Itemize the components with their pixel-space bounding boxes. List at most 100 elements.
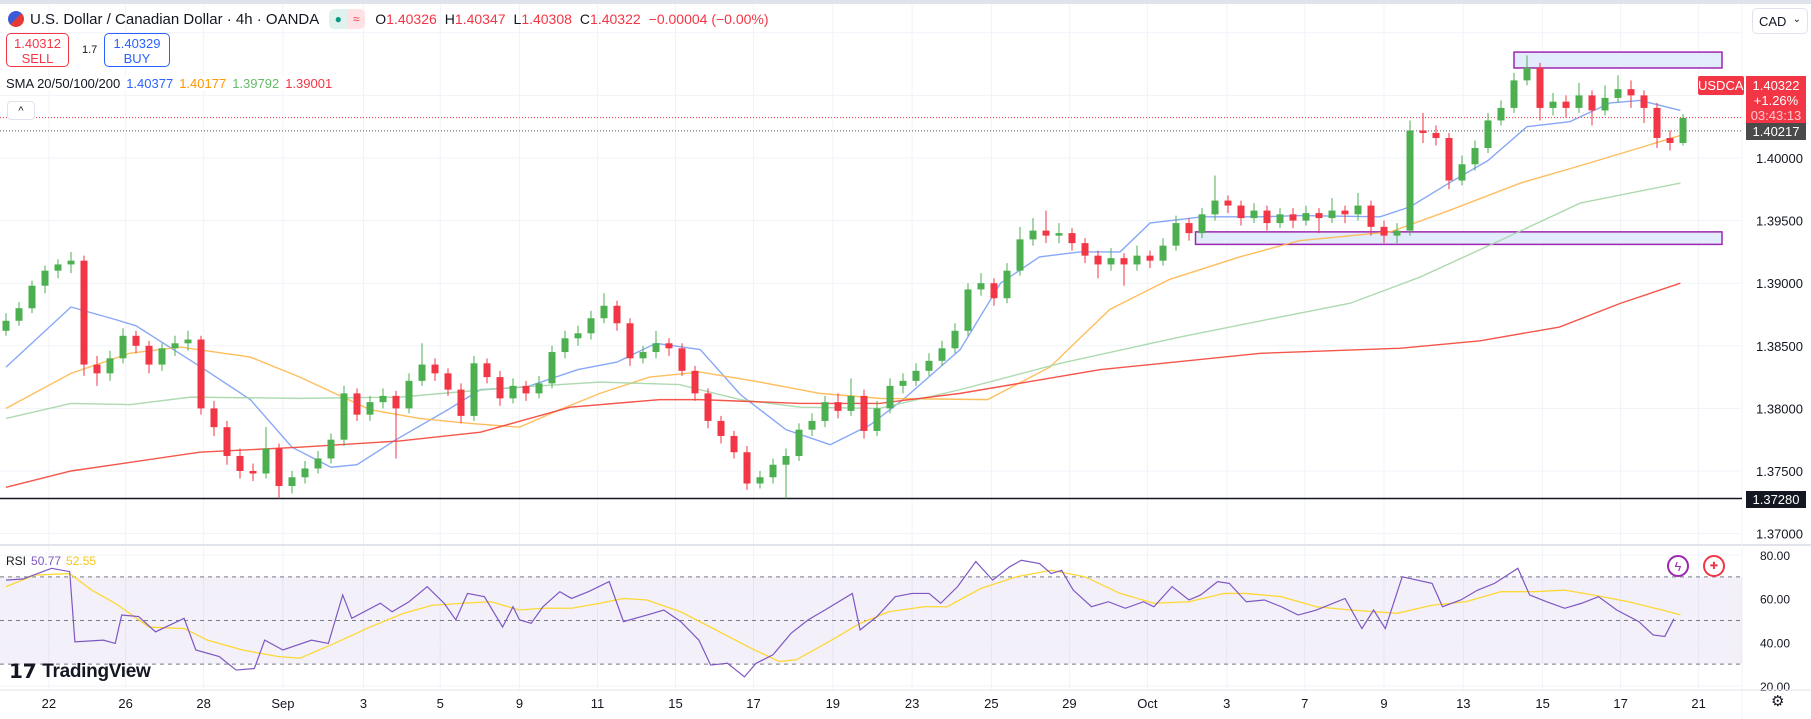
candle-body [1627,89,1635,96]
candle-body [1315,213,1323,219]
candle-body [288,477,296,487]
symbol-title[interactable]: U.S. Dollar / Canadian Dollar · 4h · OAN… [30,10,320,28]
candle-body [158,348,166,365]
candle-body [340,393,348,440]
candle-body [1185,223,1193,234]
candle-body [1549,101,1557,108]
candle-body [1575,95,1583,108]
sma-legend[interactable]: SMA 20/50/100/200 1.40377 1.40177 1.3979… [6,76,333,91]
candle-body [93,364,101,374]
candle-body [834,402,842,411]
time-axis-label: 13 [1456,696,1470,711]
rsi-value: 50.77 [31,554,62,568]
currency-value: CAD [1759,14,1787,29]
canada-flag-icon[interactable]: ✚ [1703,555,1725,577]
candle-body [1393,230,1401,236]
candle-body [1445,137,1453,181]
collapse-legend-button[interactable]: ^ [7,101,35,120]
time-axis-label: 17 [746,696,760,711]
candle-body [522,385,530,394]
currency-select[interactable]: CAD ⌄ [1752,8,1808,34]
candle-body [1601,97,1609,111]
candle-body [1068,233,1076,244]
candle-body [301,468,309,478]
market-status-badge[interactable]: ● ≈ [329,9,366,29]
sma-line-sma200 [5,282,1681,488]
usd-cad-flag-icon [8,11,24,27]
candle-body [1380,226,1388,236]
symbol-price-tag: USDCAD [1698,76,1753,95]
candle-body [1614,89,1622,98]
candle-body [171,343,179,349]
candle-body [236,455,244,471]
candle-body [1497,107,1505,121]
candle-body [535,383,543,394]
time-axis-label: 19 [826,696,840,711]
candle-body [613,305,621,324]
candle-body [483,363,491,378]
candle-body [1224,200,1232,206]
price-axis-label: 1.37000 [1756,527,1803,542]
candle-body [925,360,933,371]
candle-body [1640,95,1648,108]
candle-body [509,385,517,399]
candle-body [977,283,985,290]
candle-body [444,373,452,390]
change-value: −0.00004 (−0.00%) [648,11,769,27]
time-axis-label: 3 [360,696,367,711]
tradingview-logo[interactable]: 𝟭𝟳 TradingView [9,659,151,684]
candle-body [1263,210,1271,224]
candle-body [1341,210,1349,215]
candle-body [1679,117,1687,143]
sell-label: SELL [21,51,54,66]
time-axis-label: 22 [42,696,56,711]
candle-body [548,352,556,384]
support-price-tag: 1.37280 [1746,491,1806,508]
candle-body [1055,233,1063,236]
candle-body [938,348,946,361]
candle-body [587,318,595,334]
bar-countdown: 03:43:13 [1750,108,1802,123]
time-axis-label: 3 [1223,696,1230,711]
rsi-legend[interactable]: RSI 50.77 52.55 [6,554,96,568]
candle-body [1354,205,1362,215]
candle-body [1159,245,1167,261]
rsi-axis-label: 60.00 [1760,593,1790,607]
candle-body [1523,67,1531,81]
market-open-dot-icon: ● [329,9,348,29]
candle-body [860,395,868,431]
candle-body [1042,230,1050,236]
price-axis-label: 1.39500 [1756,214,1803,229]
time-axis-label: Oct [1137,696,1158,711]
sell-price: 1.40312 [14,36,61,51]
rsi-line [5,559,1675,678]
candle-body [626,323,634,359]
candle-body [41,270,49,286]
sma-line-sma100 [5,182,1681,420]
buy-button[interactable]: 1.40329 BUY [104,33,170,67]
candle-body [756,477,764,484]
candle-body [730,435,738,453]
ohlc-values: O1.40326 H1.40347 L1.40308 C1.40322 −0.0… [375,11,768,27]
buy-price: 1.40329 [113,36,161,51]
candle-body [1276,214,1284,224]
candle-body [574,333,582,339]
rsi-label: RSI [6,554,27,568]
candle-body [1484,120,1492,148]
sma20-value: 1.40377 [126,76,174,91]
time-axis-label: 23 [905,696,919,711]
candle-body [886,385,894,409]
time-axis-label: 26 [118,696,132,711]
time-axis-label: 11 [591,696,605,711]
open-label: O [375,11,387,27]
time-axis-label: 21 [1691,696,1705,711]
candle-body [1536,67,1544,108]
settings-gear-icon[interactable]: ⚙ [1771,693,1785,710]
lightning-icon[interactable]: ϟ [1667,555,1689,577]
sell-button[interactable]: 1.40312 SELL [6,33,69,67]
buy-label: BUY [123,51,151,66]
candle-body [249,471,257,474]
candle-body [639,352,647,359]
spread-value: 1.7 [82,44,98,56]
